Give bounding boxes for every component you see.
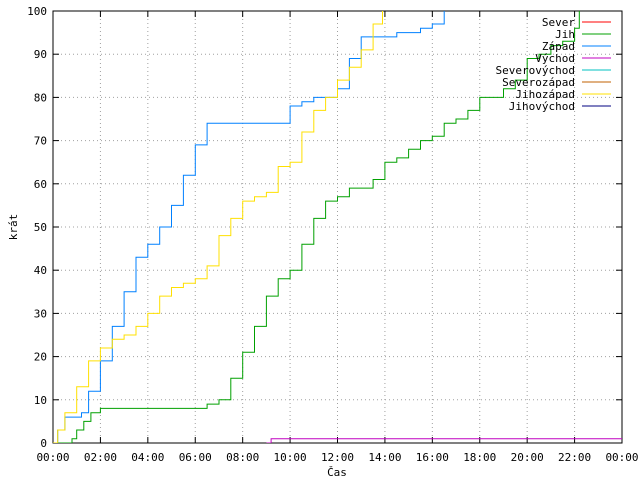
x-tick-label: 18:00 xyxy=(463,451,496,464)
legend-label: Jih xyxy=(555,28,575,41)
y-tick-label: 0 xyxy=(40,437,47,450)
grid xyxy=(53,11,622,443)
legend-label: Jihovýchod xyxy=(509,100,575,113)
x-tick-label: 16:00 xyxy=(416,451,449,464)
legend-label: Sever xyxy=(542,16,575,29)
series-lines xyxy=(53,11,622,443)
y-axis-label: krát xyxy=(7,214,20,241)
x-tick-label: 10:00 xyxy=(274,451,307,464)
x-axis-label: Čas xyxy=(327,466,347,479)
x-tick-label: 08:00 xyxy=(226,451,259,464)
y-tick-label: 70 xyxy=(34,135,47,148)
x-tick-label: 06:00 xyxy=(179,451,212,464)
y-tick-label: 100 xyxy=(27,5,47,18)
legend-label: Severovýchod xyxy=(496,64,575,77)
legend: SeverJihZápadVýchodSeverovýchodSeverozáp… xyxy=(496,16,611,113)
y-tick-label: 30 xyxy=(34,307,47,320)
legend-label: Severozápad xyxy=(502,76,575,89)
legend-label: Jihozápad xyxy=(515,88,575,101)
y-tick-label: 10 xyxy=(34,394,47,407)
x-tick-label: 02:00 xyxy=(84,451,117,464)
x-tick-label: 14:00 xyxy=(368,451,401,464)
y-tick-label: 80 xyxy=(34,91,47,104)
series-line-2 xyxy=(53,11,445,443)
axes: 0 10 20 30 40 50 60 70 80 90 100 00:00 02:00 04:00 06:… xyxy=(27,5,638,464)
series-line-3 xyxy=(266,438,622,443)
series-line-6 xyxy=(53,11,383,443)
legend-label: Západ xyxy=(542,40,575,53)
y-tick-label: 90 xyxy=(34,48,47,61)
x-tick-label: 12:00 xyxy=(321,451,354,464)
y-tick-label: 60 xyxy=(34,178,47,191)
x-tick-label: 00:00 xyxy=(605,451,638,464)
y-tick-label: 20 xyxy=(34,351,47,364)
x-tick-label: 22:00 xyxy=(558,451,591,464)
y-tick-label: 40 xyxy=(34,264,47,277)
x-tick-label: 20:00 xyxy=(511,451,544,464)
x-tick-label: 00:00 xyxy=(36,451,69,464)
x-tick-label: 04:00 xyxy=(131,451,164,464)
legend-label: Východ xyxy=(535,52,575,65)
series-line-1 xyxy=(53,11,580,443)
y-tick-label: 50 xyxy=(34,221,47,234)
